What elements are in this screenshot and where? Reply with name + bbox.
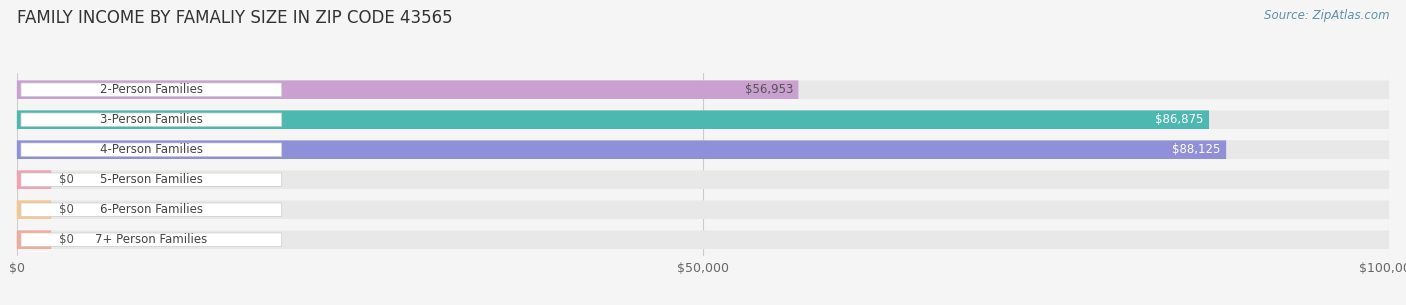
FancyBboxPatch shape	[17, 170, 51, 189]
Text: $0: $0	[59, 233, 75, 246]
FancyBboxPatch shape	[21, 233, 281, 246]
Text: $56,953: $56,953	[745, 83, 793, 96]
Text: Source: ZipAtlas.com: Source: ZipAtlas.com	[1264, 9, 1389, 22]
Text: $88,125: $88,125	[1173, 143, 1220, 156]
FancyBboxPatch shape	[21, 203, 281, 216]
FancyBboxPatch shape	[17, 110, 1209, 129]
Text: $86,875: $86,875	[1156, 113, 1204, 126]
Text: 5-Person Families: 5-Person Families	[100, 173, 202, 186]
Text: $0: $0	[59, 173, 75, 186]
Text: 3-Person Families: 3-Person Families	[100, 113, 202, 126]
FancyBboxPatch shape	[21, 83, 281, 96]
Text: 6-Person Families: 6-Person Families	[100, 203, 202, 216]
FancyBboxPatch shape	[17, 81, 1389, 99]
FancyBboxPatch shape	[21, 113, 281, 126]
Text: FAMILY INCOME BY FAMALIY SIZE IN ZIP CODE 43565: FAMILY INCOME BY FAMALIY SIZE IN ZIP COD…	[17, 9, 453, 27]
FancyBboxPatch shape	[17, 170, 1389, 189]
FancyBboxPatch shape	[17, 230, 1389, 249]
FancyBboxPatch shape	[17, 230, 51, 249]
FancyBboxPatch shape	[21, 143, 281, 156]
FancyBboxPatch shape	[17, 140, 1226, 159]
Text: 2-Person Families: 2-Person Families	[100, 83, 202, 96]
Text: 4-Person Families: 4-Person Families	[100, 143, 202, 156]
FancyBboxPatch shape	[21, 173, 281, 186]
FancyBboxPatch shape	[17, 110, 1389, 129]
FancyBboxPatch shape	[17, 81, 799, 99]
Text: $0: $0	[59, 203, 75, 216]
FancyBboxPatch shape	[17, 200, 51, 219]
FancyBboxPatch shape	[17, 200, 1389, 219]
Text: 7+ Person Families: 7+ Person Families	[96, 233, 208, 246]
FancyBboxPatch shape	[17, 140, 1389, 159]
